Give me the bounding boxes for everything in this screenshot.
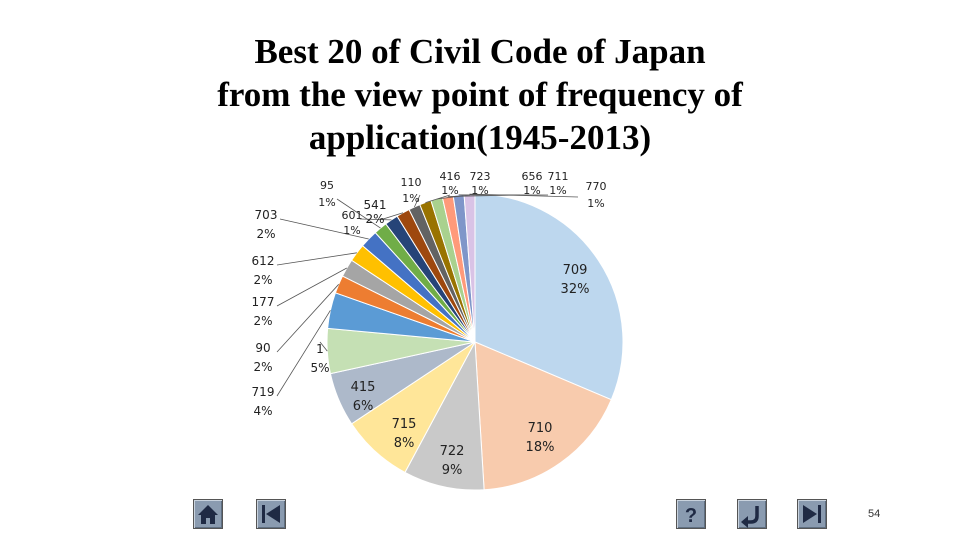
slice-percent-710: 18% (526, 440, 555, 455)
first-slide-button[interactable] (256, 499, 286, 529)
slice-percent-1: 5% (310, 361, 329, 375)
pie-slice-722 (404, 340, 485, 491)
leader-line-90 (276, 284, 339, 353)
leader-lines (276, 193, 579, 397)
slice-label-612: 612 (252, 254, 275, 268)
leader-line-723 (436, 194, 471, 200)
slice-label-416: 416 (440, 170, 461, 183)
slice-labels: 709 32% 710 18% 722 9% 715 8% 415 6% 1 5% 719 4% 90 2% 1… (252, 170, 607, 478)
pie-slice-709 (474, 193, 624, 401)
last-slide-icon (803, 505, 821, 523)
title-line-2: from the view point of frequency of (217, 75, 743, 114)
slice-label-415: 415 (351, 380, 376, 395)
slice-label-541: 541 (364, 198, 387, 212)
title-line-3: application(1945-2013) (308, 118, 652, 157)
help-button[interactable]: ? (676, 499, 706, 529)
slice-percent-719: 4% (253, 404, 272, 418)
home-icon (198, 505, 218, 524)
slice-label-601: 601 (342, 209, 363, 222)
slice-label-95: 95 (320, 179, 334, 192)
leader-line-95 (336, 198, 381, 229)
leader-line-601 (359, 218, 392, 221)
leader-line-110 (414, 194, 421, 208)
slice-percent-770: 1% (587, 197, 604, 210)
pie-slices (326, 193, 624, 491)
slice-percent-110: 1% (402, 192, 419, 205)
slice-label-703: 703 (255, 208, 278, 222)
slice-percent-541: 2% (365, 212, 384, 226)
last-slide-button[interactable] (797, 499, 827, 529)
page-number: 54 (868, 508, 881, 520)
leader-line-770 (469, 193, 579, 198)
slice-percent-656: 1% (523, 184, 540, 197)
slice-label-177: 177 (252, 295, 275, 309)
slice-percent-711: 1% (549, 184, 566, 197)
slice-label-715: 715 (392, 417, 417, 432)
slice-label-723: 723 (470, 170, 491, 183)
leader-line-1 (319, 341, 328, 352)
slice-label-770: 770 (586, 180, 607, 193)
leader-line-703 (279, 218, 369, 240)
pie-slice-710 (474, 341, 612, 491)
slice-percent-723: 1% (471, 184, 488, 197)
home-button[interactable] (193, 499, 223, 529)
slice-percent-612: 2% (253, 273, 272, 287)
slice-label-656: 656 (522, 170, 543, 183)
help-glyph: ? (685, 505, 697, 527)
leader-line-719 (276, 310, 331, 397)
slice-label-90: 90 (255, 341, 270, 355)
slice-percent-416: 1% (441, 184, 458, 197)
question-mark-icon: ? (685, 505, 697, 527)
slice-percent-715: 8% (394, 436, 415, 451)
first-slide-icon (262, 505, 280, 523)
leader-line-541 (379, 212, 404, 221)
slice-label-710: 710 (528, 421, 553, 436)
slice-percent-177: 2% (253, 314, 272, 328)
return-button[interactable] (737, 499, 767, 529)
slice-label-711: 711 (548, 170, 569, 183)
return-arrow-icon (741, 506, 759, 528)
slice-label-709: 709 (563, 263, 588, 278)
slice-percent-90: 2% (253, 360, 272, 374)
slice-percent-95: 1% (318, 196, 335, 209)
slice-percent-415: 6% (353, 399, 374, 414)
leader-line-177 (276, 267, 347, 307)
slice-label-110: 110 (401, 176, 422, 189)
chart-title: Best 20 of Civil Code of Japan from the … (150, 30, 810, 159)
slice-label-722: 722 (440, 444, 465, 459)
slice-percent-601: 1% (343, 224, 360, 237)
leader-line-612 (276, 252, 357, 266)
title-line-1: Best 20 of Civil Code of Japan (254, 32, 706, 71)
slice-percent-709: 32% (561, 282, 590, 297)
slice-label-719: 719 (252, 385, 275, 399)
slice-label-1: 1 (316, 342, 324, 356)
slice-percent-722: 9% (442, 463, 463, 478)
slice-percent-703: 2% (256, 227, 275, 241)
